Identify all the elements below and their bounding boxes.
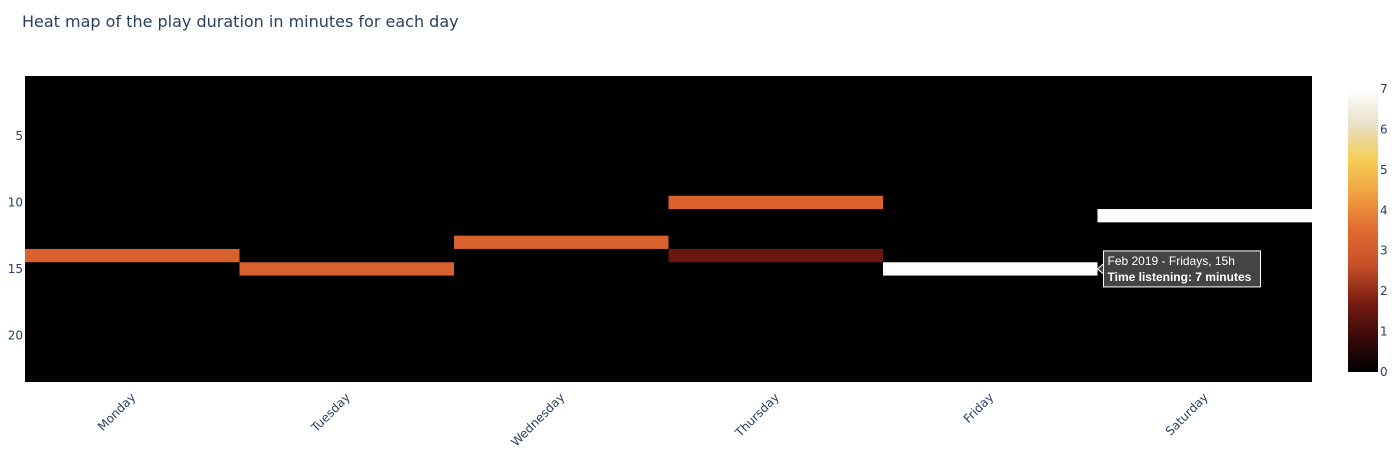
hover-tooltip: Feb 2019 - Fridays, 15h Time listening: … — [1096, 250, 1261, 288]
colorbar-tick-label: 5 — [1380, 163, 1388, 177]
colorbar: 0 1 2 3 4 5 6 7 — [1348, 82, 1388, 379]
heatmap-background — [25, 76, 1312, 382]
tooltip-line-2: Time listening: 7 minutes — [1108, 270, 1252, 284]
x-tick-label-monday: Monday — [95, 390, 138, 433]
heatmap-cell-monday-14[interactable] — [25, 248, 240, 263]
x-tick-label-saturday: Saturday — [1163, 390, 1211, 438]
colorbar-tick-label: 0 — [1380, 365, 1388, 379]
heatmap-cell-thursday-14[interactable] — [668, 248, 884, 263]
tooltip-line-1: Feb 2019 - Fridays, 15h — [1108, 254, 1235, 268]
heatmap-cell-tuesday-15[interactable] — [239, 262, 455, 276]
y-tick-label: 10 — [8, 195, 23, 209]
heatmap-cell-saturday-11[interactable] — [1097, 209, 1313, 223]
heatmap-cell-friday-15[interactable] — [883, 262, 1098, 276]
y-tick-label: 15 — [8, 262, 23, 276]
y-tick-label: 20 — [8, 328, 23, 342]
x-tick-label-friday: Friday — [961, 390, 997, 426]
colorbar-tick-label: 3 — [1380, 244, 1388, 258]
x-axis: Monday Tuesday Wednesday Thursday Friday Satu… — [95, 390, 1211, 449]
colorbar-tick-label: 7 — [1380, 82, 1388, 96]
heatmap-cell-thursday-10[interactable] — [668, 195, 884, 210]
tooltip-box — [1103, 250, 1261, 288]
heatmap-cell-wednesday-13[interactable] — [454, 235, 669, 249]
chart-title: Heat map of the play duration in minutes… — [22, 12, 459, 31]
colorbar-gradient — [1348, 89, 1378, 372]
y-tick-label: 5 — [15, 129, 23, 143]
x-tick-label-thursday: Thursday — [732, 390, 782, 440]
colorbar-tick-label: 4 — [1380, 203, 1388, 217]
colorbar-tick-label: 2 — [1380, 284, 1388, 298]
x-tick-label-tuesday: Tuesday — [308, 390, 353, 435]
y-axis: 5 10 15 20 — [8, 129, 23, 343]
colorbar-tick-label: 1 — [1380, 325, 1388, 339]
plot-area — [25, 76, 1312, 382]
colorbar-tick-label: 6 — [1380, 122, 1388, 136]
x-tick-label-wednesday: Wednesday — [508, 390, 567, 449]
